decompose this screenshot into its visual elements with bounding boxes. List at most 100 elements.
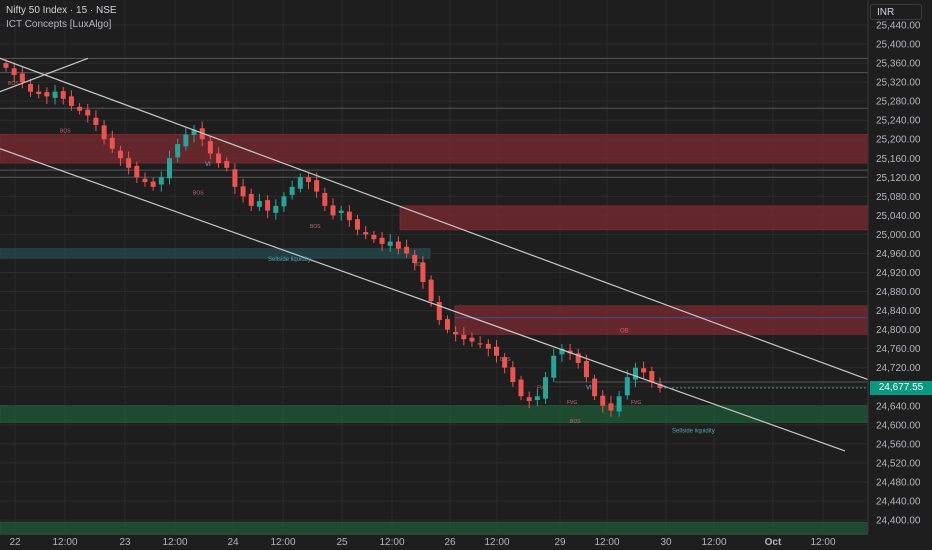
y-tick-label: 24,960.00 [876, 249, 921, 260]
candle-body [126, 158, 132, 168]
candle-body [346, 211, 352, 221]
candle-body [641, 368, 647, 373]
y-tick-label: 25,360.00 [876, 59, 921, 70]
y-tick-label: 25,120.00 [876, 173, 921, 184]
candle-body [363, 232, 369, 235]
currency-label[interactable]: INR [870, 4, 922, 20]
candle-body [551, 355, 557, 378]
candle-body [305, 177, 311, 183]
candle-body [109, 137, 115, 149]
candle-body [167, 158, 172, 179]
candle-body [273, 205, 279, 214]
y-tick-label: 25,080.00 [876, 192, 921, 203]
y-tick-label: 24,440.00 [876, 496, 921, 507]
candle-body [379, 237, 385, 244]
candle-body [330, 205, 336, 216]
candle-body [240, 186, 246, 197]
candle-body [248, 193, 254, 206]
candle-body [575, 353, 581, 363]
y-tick-label: 24,640.00 [876, 401, 921, 412]
candle-body [224, 161, 230, 168]
candle-body [68, 96, 74, 106]
x-tick-label: 12:00 [484, 537, 509, 548]
x-tick-label: 26 [444, 537, 456, 548]
y-tick-label: 25,240.00 [876, 116, 921, 127]
annotation-label: FVG [567, 400, 577, 406]
y-tick-label: 25,160.00 [876, 154, 921, 165]
candle-body [624, 377, 630, 396]
y-tick-label: 25,440.00 [876, 21, 921, 32]
candle-body [428, 279, 434, 302]
y-tick-label: 24,720.00 [876, 363, 921, 374]
candle-body [256, 201, 262, 207]
indicator-name[interactable]: ICT Concepts [LuxAlgo] [6, 19, 112, 30]
candle-body [60, 91, 66, 99]
annotation-label: BOS [8, 81, 19, 87]
candle-body [183, 134, 189, 147]
annotation-label: FVG [537, 386, 547, 392]
annotation-label: BOS [60, 129, 71, 135]
y-tick-label: 25,280.00 [876, 97, 921, 108]
candle-body [404, 246, 410, 254]
y-tick-label: 24,760.00 [876, 344, 921, 355]
supply-zone [0, 133, 869, 164]
annotation-label: BOS [310, 224, 321, 230]
x-tick-label: 12:00 [810, 537, 835, 548]
candle-body [632, 367, 638, 380]
candle-body [461, 334, 467, 340]
candle-body [338, 210, 344, 214]
x-tick-label: 29 [554, 537, 566, 548]
candle-body [657, 383, 663, 388]
candle-body [232, 169, 238, 187]
annotation-label: VI [205, 162, 211, 168]
demand-zone [0, 405, 869, 423]
candle-body [281, 196, 287, 207]
candle-body [592, 378, 598, 397]
supply-zone [399, 205, 869, 231]
y-tick-label: 24,920.00 [876, 268, 921, 279]
candle-body [52, 91, 58, 98]
candle-body [543, 377, 549, 399]
y-tick-label: 25,000.00 [876, 230, 921, 241]
candle-body [518, 379, 524, 397]
candle-body [44, 92, 50, 97]
candle-body [322, 193, 328, 206]
candle-body [616, 396, 622, 412]
x-tick-label: 12:00 [701, 537, 726, 548]
annotation-label: FVG [631, 400, 641, 406]
candle-body [600, 395, 606, 406]
candle-body [534, 396, 540, 401]
candle-body [191, 129, 197, 135]
y-tick-label: 24,560.00 [876, 439, 921, 450]
candle-body [77, 106, 83, 111]
x-tick-label: 30 [660, 537, 672, 548]
candle-body [150, 181, 156, 187]
candle-body [297, 177, 303, 189]
x-tick-label: 22 [9, 537, 21, 548]
y-tick-label: 24,880.00 [876, 287, 921, 298]
candle-body [477, 343, 483, 345]
candle-body [158, 177, 164, 185]
candle-body [117, 150, 123, 159]
annotation-label: BOS [414, 262, 425, 268]
candle-body [436, 302, 442, 321]
candle-body [559, 348, 565, 355]
candle-body [314, 180, 320, 192]
candle-body [207, 141, 213, 154]
candle-body [485, 343, 491, 349]
x-tick-label: 12:00 [594, 537, 619, 548]
candle-body [265, 200, 271, 211]
candle-body [93, 117, 99, 125]
y-tick-label: 24,400.00 [876, 516, 921, 527]
y-tick-label: 24,800.00 [876, 325, 921, 336]
y-tick-label: 25,040.00 [876, 211, 921, 222]
x-tick-label: 24 [227, 537, 239, 548]
x-tick-label: 12:00 [162, 537, 187, 548]
symbol-title[interactable]: Nifty 50 Index · 15 · NSE [6, 5, 117, 16]
annotation-label: BOS [500, 357, 511, 363]
candle-body [502, 357, 508, 368]
candle-body [371, 234, 377, 240]
x-tick-label: 23 [119, 537, 131, 548]
